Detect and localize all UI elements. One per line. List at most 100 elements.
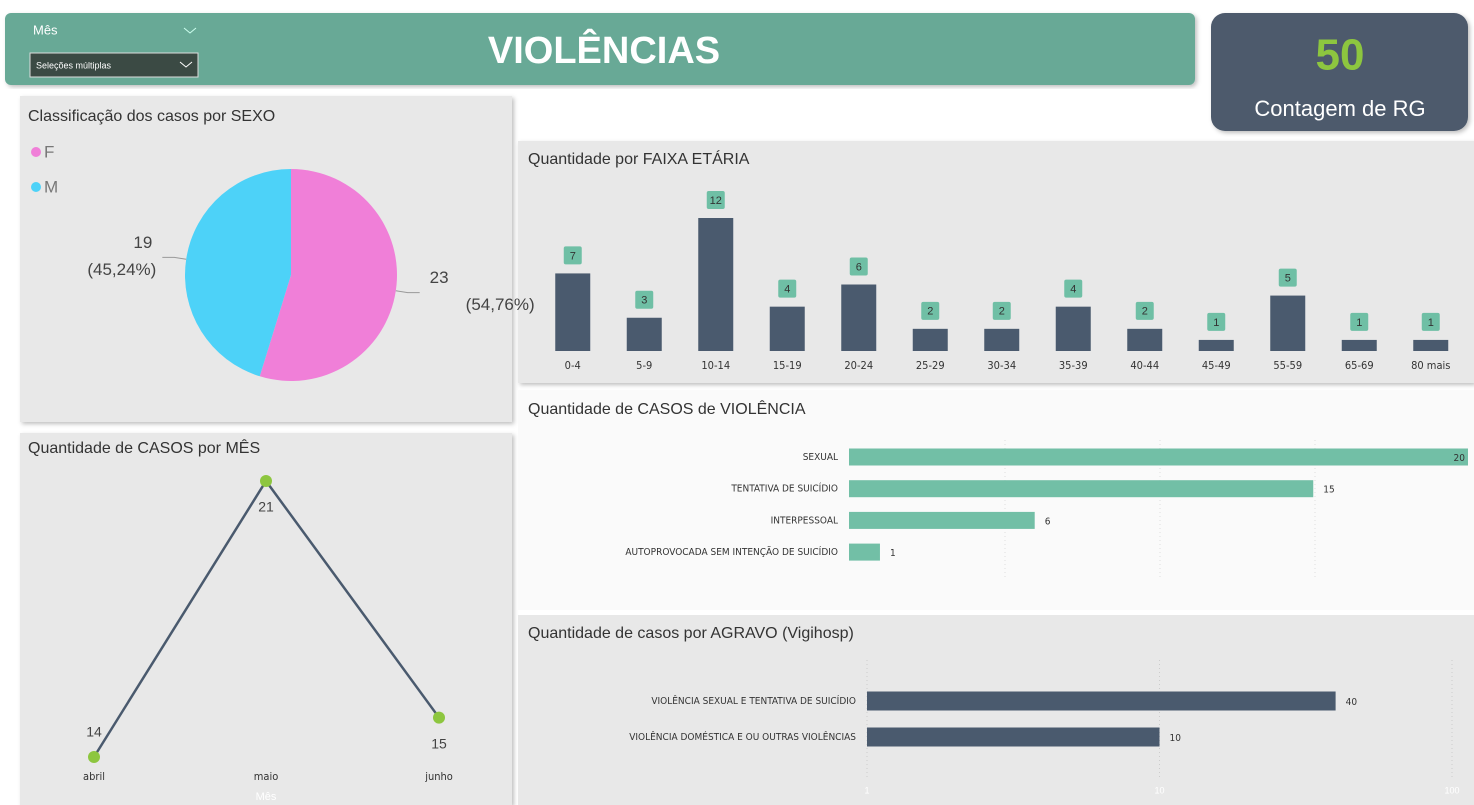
bar [626,317,662,351]
y-tick-label: AUTOPROVOCADA SEM INTENÇÃO DE SUICÍDIO [625,545,838,558]
x-tick-label: 65-69 [1345,359,1374,372]
bar [841,284,877,351]
chart-title: Quantidade de CASOS por MÊS [28,438,260,457]
data-label-box [706,191,725,209]
data-label: 19 [133,233,152,252]
data-label-box [1064,279,1083,298]
kpi-label: Contagem de RG [1254,96,1425,121]
bar [1055,306,1091,351]
bar [1127,328,1163,351]
pie-slice [259,169,398,381]
y-tick-label: INTERPESSOAL [771,515,838,526]
data-label: 6 [1045,516,1051,527]
data-label: 7 [570,250,576,262]
data-label: 1 [1356,317,1362,329]
data-label: 1 [1213,317,1219,329]
x-tick-label: 1 [864,785,869,795]
bar [984,328,1020,351]
data-label: 3 [641,295,647,307]
x-tick-label: 10-14 [701,359,730,372]
x-tick-label: maio [254,770,279,783]
data-label-box [635,290,654,309]
x-tick-label: 5-9 [636,359,652,372]
data-label: 6 [856,261,862,273]
data-label: 1 [890,548,896,559]
marker [260,475,272,487]
marker [433,711,445,724]
data-label-box [921,301,940,320]
y-tick-label: VIOLÊNCIA SEXUAL E TENTATIVA DE SUICÍDIO [651,694,856,707]
data-label-box [1350,312,1369,331]
data-label: 5 [1285,272,1291,284]
data-label: 40 [1346,697,1358,708]
bar [1341,339,1377,351]
x-axis-label: Mês [256,791,277,803]
bar [849,480,1314,498]
data-label: 4 [1070,284,1076,296]
bar [849,511,1035,529]
chart-title: Quantidade por FAIXA ETÁRIA [528,149,750,168]
data-label: 14 [86,724,102,740]
x-tick-label: 30-34 [987,359,1016,372]
marker [88,751,100,763]
x-tick-label: 40-44 [1130,359,1159,372]
header-bar [5,13,1195,85]
panel [518,390,1474,610]
x-tick-label: 55-59 [1273,359,1302,372]
data-label-box [1278,268,1297,287]
data-label-box [563,246,582,265]
x-tick-label: 20-24 [844,359,873,372]
dropdown-chevron [179,61,193,68]
bar [1270,295,1306,351]
data-label-box [992,301,1011,320]
bar [698,218,734,351]
leader-line [395,290,420,294]
legend-label: F [44,142,54,161]
data-label: 15 [1323,485,1334,496]
data-label: 12 [710,195,722,207]
x-tick-label: 25-29 [916,359,945,372]
y-tick-label: SEXUAL [803,452,838,463]
kpi-card [1211,13,1468,131]
legend-label: M [44,177,58,196]
percent-label: (54,76%) [466,295,535,314]
kpi-value: 50 [1316,31,1365,80]
data-label: 10 [1170,733,1182,744]
y-tick-label: VIOLÊNCIA DOMÉSTICA E OU OUTRAS VIOLÊNCI… [629,730,856,743]
x-tick-label: abril [83,770,105,783]
pie-slice [185,169,291,377]
filter-value[interactable]: Seleções múltiplas [36,60,112,70]
data-label: 15 [431,735,447,751]
data-label: 2 [1142,306,1148,318]
chart-title: Quantidade de CASOS de VIOLÊNCIA [528,399,806,418]
bar [867,691,1336,711]
y-tick-label: TENTATIVA DE SUICÍDIO [730,482,838,495]
bar [849,448,1468,466]
bar [867,727,1160,747]
data-label: 23 [430,268,449,287]
x-tick-label: 80 mais [1411,359,1450,372]
data-label-box [778,279,797,298]
data-label: 21 [258,499,274,515]
legend-marker [31,147,41,157]
chart-title: Quantidade de casos por AGRAVO (Vigihosp… [528,625,854,642]
bar [555,273,591,351]
bar [1198,339,1234,351]
filter-dropdown[interactable] [29,52,199,78]
data-label: 20 [1454,453,1466,464]
data-label-box [1421,312,1440,331]
bar [1413,339,1449,351]
filter-label: Mês [33,22,58,37]
data-label: 2 [999,306,1005,318]
bar [912,328,948,351]
bar [769,306,805,351]
bar [849,543,880,561]
data-label-box [1207,312,1226,331]
x-tick-label: 0-4 [565,359,581,372]
x-tick-label: junho [424,770,453,783]
x-tick-label: 35-39 [1059,359,1088,372]
data-label: 1 [1428,317,1434,329]
x-tick-label: 15-19 [773,359,802,372]
data-label: 2 [927,306,933,318]
